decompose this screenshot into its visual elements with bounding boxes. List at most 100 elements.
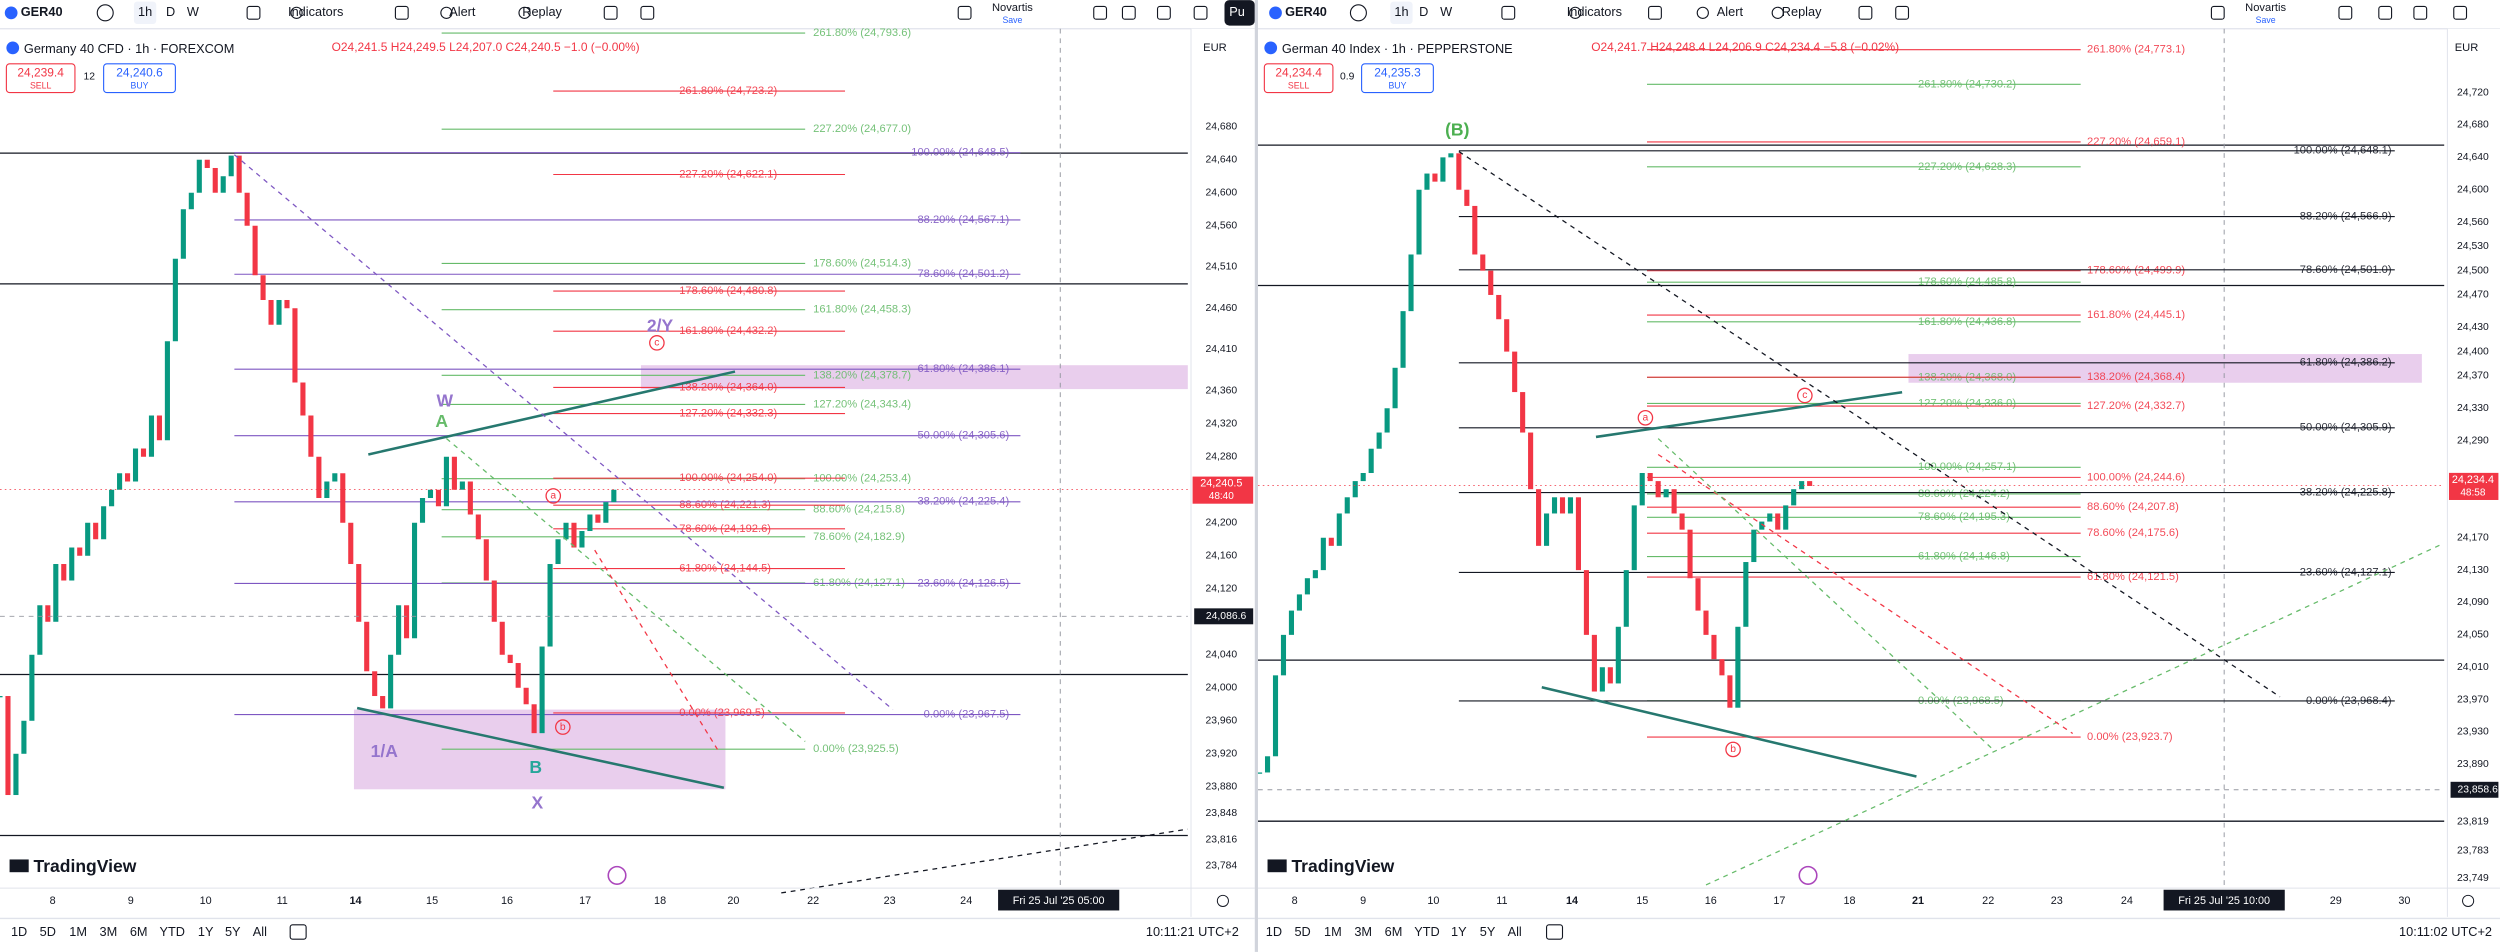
candle (1623, 570, 1629, 627)
countdown: 48:58 (2460, 487, 2486, 498)
range-button[interactable]: 5D (1294, 924, 1310, 939)
calendar-icon[interactable] (289, 924, 307, 940)
candle (316, 456, 322, 499)
sell-button[interactable] (1263, 63, 1334, 94)
symbol[interactable]: GER40 (1285, 4, 1327, 19)
sell-button[interactable] (5, 63, 76, 94)
save-label[interactable]: Save (1002, 15, 1022, 25)
range-button[interactable]: 1Y (1451, 924, 1467, 939)
candle (172, 258, 178, 342)
toolbar-icon[interactable] (394, 5, 409, 20)
range-button[interactable]: All (1508, 924, 1522, 939)
toolbar-icon[interactable] (1858, 5, 1873, 20)
interval[interactable]: 1h (138, 4, 152, 19)
save-label[interactable]: Save (2256, 15, 2276, 25)
add-symbol[interactable] (1349, 4, 1367, 22)
candle (1807, 481, 1813, 486)
annotation-circle (649, 335, 665, 351)
range-button[interactable]: 6M (130, 924, 148, 939)
toolbar-icon[interactable] (2338, 5, 2353, 20)
toolbar-icon[interactable] (640, 5, 655, 20)
events-icon[interactable] (607, 865, 627, 885)
publish-label[interactable]: Pu (1229, 4, 1245, 19)
calendar-icon[interactable] (1545, 924, 1564, 940)
buy-button[interactable] (1361, 63, 1434, 94)
toolbar-icon[interactable] (1121, 5, 1136, 20)
sell-label[interactable]: SELL (30, 80, 52, 90)
fib-label: 0.00% (23,925.5) (813, 743, 899, 755)
currency[interactable]: EUR (1203, 42, 1227, 54)
candle (1567, 497, 1574, 514)
range-button[interactable]: 1D (1266, 924, 1282, 939)
interval[interactable]: 1h (1394, 4, 1408, 19)
toolbar-icon[interactable] (1156, 5, 1171, 20)
toolbar-icon[interactable] (2413, 5, 2428, 20)
price-tag (2448, 472, 2499, 500)
range-button[interactable]: 1D (11, 924, 27, 939)
toolbar-icon[interactable] (1501, 5, 1516, 20)
fib-label: 127.20% (24,336.0) (1918, 397, 2016, 409)
toolbar-icon[interactable] (2210, 5, 2225, 20)
range-button[interactable]: 5Y (225, 924, 241, 939)
range-button[interactable]: 1M (69, 924, 87, 939)
range-button[interactable]: All (253, 924, 267, 939)
range-button[interactable]: 3M (100, 924, 118, 939)
toolbar-icon[interactable] (603, 5, 618, 20)
toolbar-button[interactable]: Indicators (1567, 4, 1622, 19)
toolbar-icon[interactable] (957, 5, 972, 20)
toolbar-button[interactable]: Alert (449, 4, 476, 19)
fib-label: 88.60% (24,221.3) (679, 499, 771, 511)
legend-title[interactable]: Germany 40 CFD · 1h · FOREXCOM (24, 41, 234, 56)
sell-price[interactable]: 24,239.4 (17, 66, 64, 80)
candle (1759, 521, 1765, 530)
sell-price[interactable]: 24,234.4 (1275, 66, 1322, 80)
add-symbol[interactable] (96, 4, 114, 22)
interval[interactable]: W (187, 4, 199, 19)
buy-label[interactable]: BUY (131, 80, 149, 90)
toolbar-icon[interactable] (2378, 5, 2393, 20)
toolbar-icon[interactable] (1895, 5, 1910, 20)
watchlist-name[interactable]: Novartis (2245, 2, 2286, 14)
symbol[interactable]: GER40 (21, 4, 63, 19)
toolbar-icon[interactable] (246, 5, 261, 20)
fib-label: 23.60% (24,127.1) (2300, 566, 2392, 578)
settings-icon[interactable] (1216, 894, 1229, 907)
interval[interactable]: D (1419, 4, 1428, 19)
watchlist-name[interactable]: Novartis (992, 2, 1033, 14)
interval[interactable]: W (1440, 4, 1452, 19)
buy-label[interactable]: BUY (1388, 80, 1406, 90)
x-tick-label: 23 (2051, 895, 2063, 907)
toolbar-icon[interactable] (1648, 5, 1662, 20)
toolbar-button[interactable]: Indicators (288, 4, 343, 19)
settings-icon[interactable] (2462, 894, 2475, 907)
toolbar-icon[interactable] (1193, 5, 1208, 20)
toolbar-button[interactable]: Replay (1782, 4, 1822, 19)
y-tick-label: 24,500 (2457, 265, 2489, 276)
legend-title[interactable]: German 40 Index · 1h · PEPPERSTONE (1282, 41, 1513, 56)
toolbar-icon[interactable] (1093, 5, 1108, 20)
range-button[interactable]: 6M (1385, 924, 1403, 939)
range-button[interactable]: 3M (1354, 924, 1372, 939)
range-button[interactable]: 1Y (198, 924, 214, 939)
toolbar-icon[interactable] (2453, 5, 2468, 20)
crosshair-tag (2450, 781, 2499, 798)
candle (1288, 610, 1295, 635)
range-button[interactable]: 5Y (1480, 924, 1496, 939)
buy-price[interactable]: 24,235.3 (1374, 66, 1421, 80)
sell-label[interactable]: SELL (1288, 80, 1310, 90)
range-button[interactable]: 5D (40, 924, 56, 939)
toolbar-button[interactable]: Replay (522, 4, 562, 19)
currency[interactable]: EUR (2455, 42, 2479, 54)
range-button[interactable]: YTD (159, 924, 185, 939)
range-button[interactable]: YTD (1414, 924, 1440, 939)
buy-button[interactable] (103, 63, 176, 94)
publish-button[interactable] (1224, 0, 1255, 26)
interval[interactable]: D (166, 4, 175, 19)
candle (21, 720, 27, 754)
candle (539, 646, 545, 734)
candle (396, 605, 402, 655)
events-icon[interactable] (1798, 865, 1818, 885)
toolbar-button[interactable]: Alert (1717, 4, 1744, 19)
range-button[interactable]: 1M (1324, 924, 1342, 939)
buy-price[interactable]: 24,240.6 (116, 66, 163, 80)
